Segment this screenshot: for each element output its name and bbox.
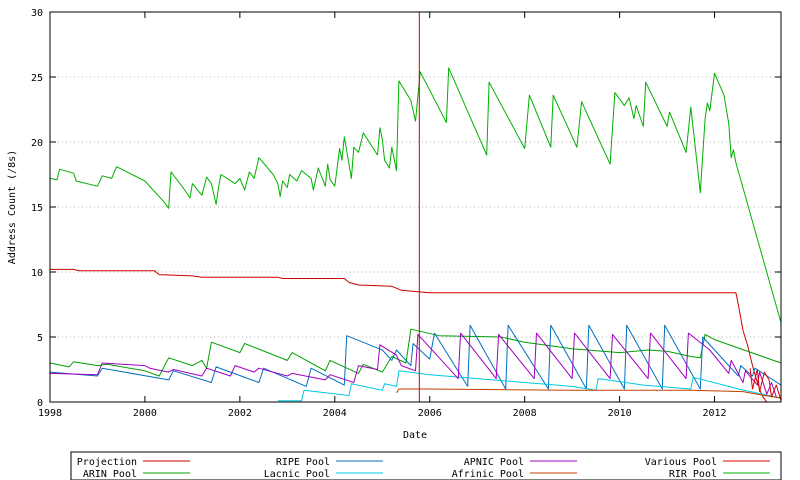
legend-label-rir-pool: RIR Pool bbox=[669, 469, 717, 480]
x-tick-label: 2012 bbox=[702, 408, 726, 419]
legend-frame bbox=[70, 451, 782, 480]
x-axis-title: Date bbox=[403, 430, 427, 441]
y-tick-label: 5 bbox=[37, 333, 43, 344]
y-tick-label: 30 bbox=[31, 8, 43, 19]
legend-label-various-pool: Various Pool bbox=[645, 457, 717, 468]
series-line-arin-pool bbox=[49, 328, 782, 377]
legend-label-lacnic-pool: Lacnic Pool bbox=[264, 469, 330, 480]
y-tick-label: 10 bbox=[31, 268, 43, 279]
series-line-various-pool bbox=[749, 368, 782, 401]
ticks bbox=[49, 11, 781, 403]
x-tick-label: 2004 bbox=[323, 408, 347, 419]
series-line-ripe-pool bbox=[49, 324, 782, 390]
x-tick-label: 2010 bbox=[608, 408, 632, 419]
series-line-afrinic-pool bbox=[396, 388, 782, 399]
legend-label-apnic-pool: APNIC Pool bbox=[464, 457, 524, 468]
x-tick-label: 2000 bbox=[133, 408, 157, 419]
y-tick-label: 20 bbox=[31, 138, 43, 149]
legend-label-afrinic-pool: Afrinic Pool bbox=[452, 469, 524, 480]
legend-label-arin-pool: ARIN Pool bbox=[83, 469, 137, 480]
series-line-lacnic-pool bbox=[277, 370, 782, 402]
plot-frame bbox=[49, 11, 782, 403]
x-tick-label: 2006 bbox=[418, 408, 442, 419]
legend-label-ripe-pool: RIPE Pool bbox=[276, 457, 330, 468]
y-tick-label: 25 bbox=[31, 73, 43, 84]
y-axis-title: Address Count (/8s) bbox=[7, 150, 18, 264]
y-tick-label: 0 bbox=[37, 398, 43, 409]
series-line-rir-pool bbox=[49, 67, 782, 323]
x-tick-label: 2002 bbox=[228, 408, 252, 419]
y-tick-label: 15 bbox=[31, 203, 43, 214]
tick-labels: 0 5 10 15 20 25 30 1998 2000 2002 2004 2006 2008 2010… bbox=[31, 8, 727, 419]
x-tick-label: 2008 bbox=[513, 408, 537, 419]
series-layer bbox=[49, 67, 782, 403]
series-line-projection bbox=[50, 268, 768, 403]
x-tick-label: 1998 bbox=[38, 408, 62, 419]
legend-label-projection: Projection bbox=[77, 457, 137, 468]
series-line-apnic-pool bbox=[49, 332, 777, 397]
